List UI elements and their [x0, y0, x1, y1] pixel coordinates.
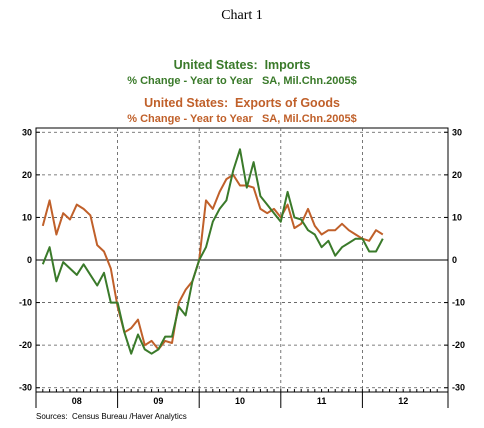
x-tick-label: 08 [72, 396, 82, 406]
legend-imports-subtitle: % Change - Year to Year SA, Mil.Chn.2005… [127, 75, 357, 87]
y-tick-label-left: -20 [19, 340, 32, 350]
x-tick-label: 09 [153, 396, 163, 406]
chart-title: Chart 1 [221, 8, 263, 23]
exports-line [41, 173, 384, 351]
grid-lines [36, 128, 448, 392]
y-tick-label-left: 0 [27, 255, 32, 265]
imports-line [41, 148, 384, 355]
y-tick-label-right: 10 [452, 212, 462, 222]
y-tick-label-left: -10 [19, 298, 32, 308]
x-tick-label: 12 [398, 396, 408, 406]
y-tick-label-right: -10 [452, 298, 465, 308]
y-tick-label-right: 20 [452, 170, 462, 180]
x-tick-label: 11 [317, 396, 327, 406]
axes: -30 -30 -20 -20 -10 -10 0 0 10 10 20 20 30 30 08 09 10 11… [19, 127, 465, 408]
y-tick-label-left: -30 [19, 383, 32, 393]
x-tick-label: 10 [235, 396, 245, 406]
y-tick-label-right: 30 [452, 127, 462, 137]
y-tick-label-right: -20 [452, 340, 465, 350]
y-tick-label-left: 10 [22, 212, 32, 222]
y-tick-label-right: 0 [452, 255, 457, 265]
legend-exports-subtitle: % Change - Year to Year SA, Mil.Chn.2005… [127, 113, 357, 125]
legend-exports-title: United States: Exports of Goods [144, 96, 340, 110]
y-tick-label-left: 20 [22, 170, 32, 180]
y-tick-label-right: -30 [452, 383, 465, 393]
series-lines [41, 148, 384, 355]
source-note: Sources: Census Bureau /Haver Analytics [36, 412, 187, 421]
legend-imports-title: United States: Imports [173, 58, 311, 72]
y-tick-label-left: 30 [22, 127, 32, 137]
